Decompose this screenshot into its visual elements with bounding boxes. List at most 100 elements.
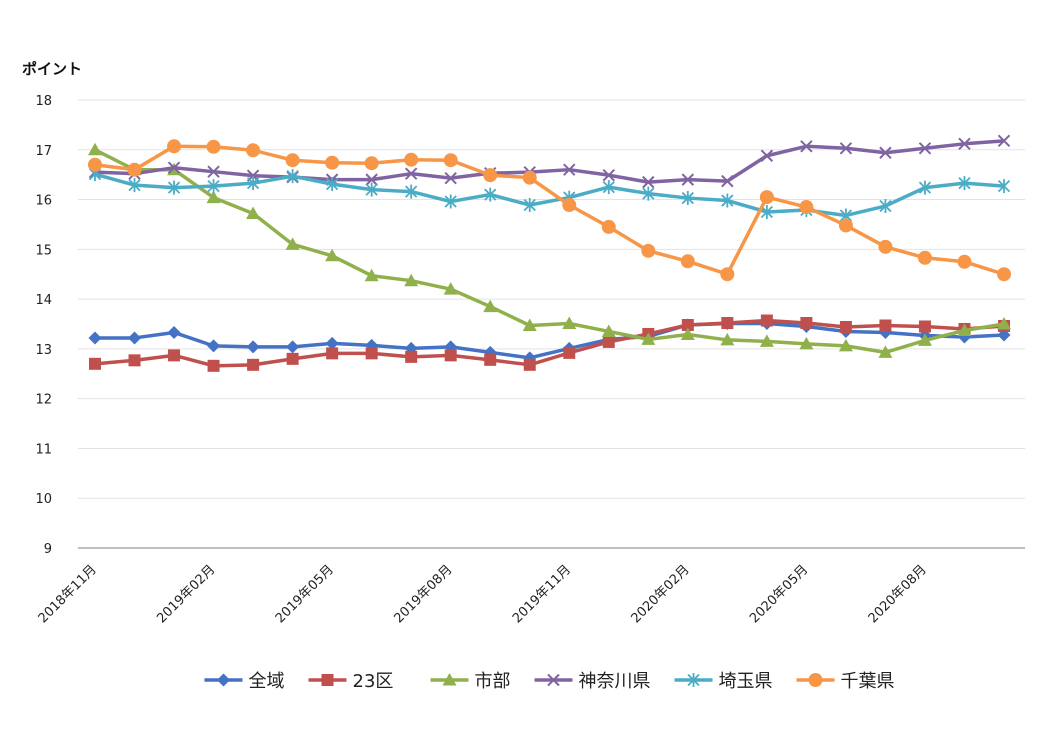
legend-label: 市部 bbox=[475, 671, 511, 692]
x-tick-label: 2019年08月 bbox=[391, 562, 455, 626]
data-point bbox=[918, 320, 931, 333]
legend-item: 埼玉県 bbox=[674, 671, 773, 692]
data-point bbox=[246, 176, 260, 191]
data-point bbox=[562, 316, 577, 330]
data-point bbox=[286, 352, 299, 365]
data-point bbox=[325, 336, 339, 350]
data-point bbox=[484, 353, 497, 366]
data-point bbox=[484, 187, 497, 202]
data-point bbox=[563, 163, 576, 176]
y-tick-label: 16 bbox=[35, 194, 52, 209]
y-tick-label: 12 bbox=[35, 393, 52, 408]
data-point bbox=[721, 193, 734, 208]
x-tick-label: 2019年11月 bbox=[510, 562, 574, 626]
data-point bbox=[602, 335, 615, 348]
data-point bbox=[759, 334, 774, 347]
x-axis-ticks: 2018年11月 2019年02月 2019年05月 2019年08月 2019年11月… bbox=[36, 562, 930, 626]
legend-item: 全域 bbox=[204, 671, 285, 692]
data-point bbox=[799, 200, 814, 215]
data-point bbox=[800, 140, 813, 153]
legend-label: 千葉県 bbox=[841, 671, 895, 692]
legend-marker bbox=[808, 673, 823, 687]
data-point bbox=[997, 267, 1011, 282]
data-point bbox=[997, 134, 1011, 148]
data-point bbox=[721, 174, 734, 188]
data-point bbox=[602, 168, 615, 182]
data-point bbox=[207, 179, 220, 194]
data-point bbox=[879, 146, 892, 159]
data-point bbox=[286, 340, 300, 354]
data-point bbox=[641, 243, 656, 258]
data-point bbox=[206, 190, 221, 204]
legend-marker bbox=[687, 673, 700, 687]
x-tick-label: 2019年05月 bbox=[273, 562, 337, 626]
data-point bbox=[404, 152, 419, 167]
data-point bbox=[563, 346, 576, 359]
data-point bbox=[365, 347, 378, 360]
data-point bbox=[326, 347, 339, 360]
data-point bbox=[286, 169, 299, 184]
data-point bbox=[167, 161, 181, 174]
data-point bbox=[918, 142, 932, 155]
legend-marker bbox=[442, 673, 457, 686]
data-point bbox=[681, 191, 694, 206]
data-point bbox=[523, 198, 536, 213]
data-point bbox=[247, 358, 260, 371]
data-point bbox=[207, 165, 220, 178]
data-point bbox=[878, 345, 893, 358]
legend-marker bbox=[217, 673, 230, 687]
data-point bbox=[285, 153, 300, 168]
x-tick-label: 2019年02月 bbox=[154, 562, 218, 626]
data-point bbox=[918, 180, 932, 195]
series-4 bbox=[88, 134, 1011, 189]
y-tick-label: 13 bbox=[35, 343, 52, 358]
data-point bbox=[404, 167, 418, 180]
series-line bbox=[94, 172, 1005, 218]
data-point bbox=[879, 199, 892, 214]
data-point bbox=[839, 142, 853, 155]
legend-item: 神奈川県 bbox=[534, 671, 651, 692]
data-point bbox=[128, 178, 141, 193]
data-point bbox=[246, 143, 261, 158]
data-point bbox=[759, 190, 774, 205]
y-tick-label: 9 bbox=[44, 542, 52, 557]
data-point bbox=[601, 219, 616, 234]
data-point bbox=[88, 157, 102, 172]
data-point bbox=[365, 182, 378, 197]
series-2 bbox=[89, 314, 1010, 372]
data-point bbox=[917, 333, 932, 346]
y-tick-label: 11 bbox=[35, 442, 52, 457]
y-tick-label: 15 bbox=[35, 243, 52, 258]
legend-marker bbox=[321, 674, 334, 686]
data-point bbox=[958, 176, 971, 191]
legend-label: 埼玉県 bbox=[719, 671, 773, 692]
series-line bbox=[94, 318, 1005, 368]
data-point bbox=[799, 336, 814, 350]
data-point bbox=[483, 168, 498, 183]
data-point bbox=[246, 340, 260, 354]
data-point bbox=[642, 175, 655, 189]
gridlines bbox=[78, 99, 1025, 499]
data-point bbox=[641, 332, 656, 345]
y-tick-label: 10 bbox=[35, 492, 52, 507]
data-point bbox=[997, 179, 1011, 194]
data-point bbox=[167, 325, 181, 339]
legend-marker bbox=[547, 673, 560, 687]
data-point bbox=[127, 162, 142, 177]
data-point bbox=[760, 314, 773, 327]
legend-label: 神奈川県 bbox=[579, 671, 651, 692]
data-point bbox=[602, 180, 615, 195]
data-point bbox=[720, 267, 735, 282]
data-point bbox=[364, 268, 379, 282]
data-point bbox=[878, 239, 893, 254]
data-point bbox=[88, 142, 102, 156]
data-point bbox=[207, 339, 221, 353]
data-point bbox=[207, 359, 220, 372]
data-point bbox=[246, 206, 261, 219]
data-point bbox=[285, 237, 300, 250]
series-group bbox=[88, 134, 1011, 372]
data-point bbox=[405, 184, 418, 199]
data-point bbox=[483, 299, 498, 313]
data-point bbox=[167, 180, 181, 195]
